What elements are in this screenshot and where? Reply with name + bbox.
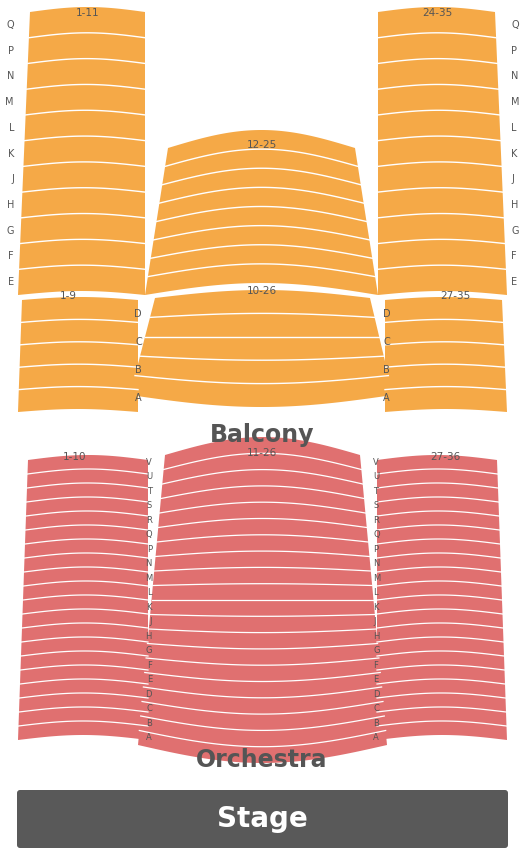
Text: H: H (373, 632, 380, 641)
Text: 27-36: 27-36 (430, 452, 460, 462)
Text: K: K (373, 603, 379, 612)
Text: A: A (383, 393, 390, 403)
Text: G: G (6, 226, 14, 235)
Text: K: K (511, 149, 517, 158)
Polygon shape (385, 297, 507, 412)
Text: F: F (8, 252, 14, 262)
Polygon shape (18, 297, 138, 412)
Text: K: K (146, 603, 152, 612)
Text: 11-26: 11-26 (247, 448, 277, 458)
Text: P: P (147, 545, 152, 553)
Text: T: T (373, 487, 378, 496)
Text: C: C (373, 705, 379, 713)
Text: C: C (146, 705, 152, 713)
Text: 10-26: 10-26 (247, 286, 277, 296)
Text: F: F (373, 660, 378, 670)
Text: N: N (7, 71, 14, 82)
Polygon shape (130, 290, 393, 407)
Text: Orchestra: Orchestra (196, 748, 328, 772)
Text: P: P (8, 46, 14, 55)
Text: B: B (373, 719, 379, 728)
Text: M: M (5, 97, 14, 107)
Text: J: J (11, 174, 14, 184)
Text: 1-11: 1-11 (76, 8, 100, 18)
Text: J: J (150, 617, 152, 626)
Text: B: B (146, 719, 152, 728)
Text: D: D (134, 309, 142, 319)
Text: M: M (373, 574, 380, 583)
Text: A: A (373, 734, 379, 742)
Text: M: M (511, 97, 520, 107)
Text: L: L (373, 588, 377, 598)
Text: Q: Q (373, 530, 380, 539)
Text: F: F (511, 252, 517, 262)
Text: H: H (145, 632, 152, 641)
Polygon shape (18, 7, 145, 295)
Text: J: J (511, 174, 514, 184)
Text: G: G (511, 226, 519, 235)
Text: J: J (373, 617, 375, 626)
Text: A: A (135, 393, 142, 403)
Text: 12-25: 12-25 (247, 140, 277, 150)
Text: 24-35: 24-35 (422, 8, 452, 18)
Text: R: R (373, 516, 379, 524)
Text: U: U (146, 473, 152, 481)
Text: E: E (8, 277, 14, 287)
Polygon shape (138, 437, 387, 763)
Text: P: P (373, 545, 378, 553)
Text: G: G (145, 646, 152, 655)
Text: M: M (145, 574, 152, 583)
Text: E: E (147, 675, 152, 684)
Text: F: F (147, 660, 152, 670)
FancyBboxPatch shape (17, 790, 508, 848)
Text: T: T (147, 487, 152, 496)
Text: 1-10: 1-10 (63, 452, 87, 462)
Text: L: L (148, 588, 152, 598)
Polygon shape (377, 455, 507, 740)
Text: C: C (383, 337, 390, 347)
Text: S: S (373, 502, 378, 510)
Text: Q: Q (6, 20, 14, 30)
Text: N: N (511, 71, 518, 82)
Text: D: D (383, 309, 391, 319)
Text: D: D (373, 689, 380, 699)
Text: A: A (146, 734, 152, 742)
Text: Stage: Stage (217, 805, 307, 833)
Text: V: V (373, 458, 379, 467)
Text: D: D (145, 689, 152, 699)
Text: G: G (373, 646, 380, 655)
Text: C: C (135, 337, 142, 347)
Polygon shape (18, 455, 148, 740)
Text: V: V (146, 458, 152, 467)
Text: H: H (7, 200, 14, 210)
Text: K: K (8, 149, 14, 158)
Text: N: N (145, 559, 152, 569)
Polygon shape (378, 7, 507, 295)
Text: E: E (511, 277, 517, 287)
Text: B: B (135, 365, 142, 375)
Text: Q: Q (145, 530, 152, 539)
Text: B: B (383, 365, 390, 375)
Text: U: U (373, 473, 379, 481)
Text: E: E (373, 675, 378, 684)
Text: H: H (511, 200, 518, 210)
Text: N: N (373, 559, 380, 569)
Text: P: P (511, 46, 517, 55)
Text: Q: Q (511, 20, 519, 30)
Text: 27-35: 27-35 (440, 291, 470, 301)
Text: S: S (147, 502, 152, 510)
Text: L: L (8, 122, 14, 133)
Text: Balcony: Balcony (210, 423, 314, 447)
Text: 1-9: 1-9 (59, 291, 77, 301)
Text: R: R (146, 516, 152, 524)
Polygon shape (145, 130, 378, 295)
Text: L: L (511, 122, 517, 133)
